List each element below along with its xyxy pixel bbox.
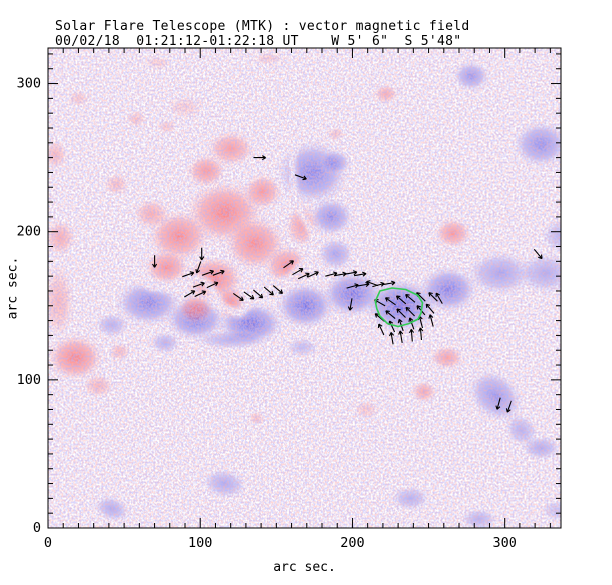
y-tick-label: 100 bbox=[17, 372, 41, 388]
vector-arrow bbox=[396, 308, 406, 318]
vector-arrow bbox=[385, 310, 396, 320]
vector-arrow bbox=[253, 289, 264, 299]
vector-arrow bbox=[425, 303, 435, 314]
vector-arrow bbox=[206, 281, 219, 289]
vector-arrow bbox=[201, 269, 215, 276]
vector-arrow bbox=[495, 397, 501, 410]
vector-arrow bbox=[408, 317, 415, 330]
vector-arrow bbox=[395, 295, 407, 305]
vector-arrow bbox=[344, 270, 358, 276]
vector-arrow bbox=[435, 292, 443, 304]
vector-arrow bbox=[382, 280, 396, 286]
noise-overlay-blue bbox=[48, 48, 561, 528]
vector-arrow bbox=[388, 332, 395, 345]
vector-layer bbox=[152, 155, 543, 413]
vector-arrow bbox=[283, 260, 295, 269]
vector-arrow bbox=[292, 268, 304, 276]
x-tick-label: 0 bbox=[44, 535, 52, 551]
vector-arrow bbox=[405, 293, 416, 303]
vector-arrow bbox=[194, 290, 207, 297]
vector-arrow bbox=[212, 269, 225, 276]
chart-subtitle: 00/02/18 01:21:12-01:22:18 UT W 5' 6" S … bbox=[55, 34, 462, 49]
x-axis-label: arc sec. bbox=[273, 560, 336, 575]
vector-arrow bbox=[428, 314, 434, 327]
vector-arrow bbox=[243, 291, 255, 300]
plot-frame bbox=[47, 47, 562, 529]
vector-arrow bbox=[192, 281, 205, 288]
vector-arrow bbox=[377, 323, 385, 336]
y-tick-label: 200 bbox=[17, 224, 41, 240]
x-tick-label: 100 bbox=[188, 535, 212, 551]
vector-arrow bbox=[253, 155, 266, 161]
vector-arrow bbox=[272, 285, 284, 294]
vector-arrow bbox=[428, 292, 438, 302]
vector-arrow bbox=[366, 280, 379, 287]
vector-arrow bbox=[418, 327, 424, 341]
vector-arrow bbox=[346, 283, 359, 289]
vector-arrow bbox=[533, 248, 543, 260]
y-tick-label: 300 bbox=[17, 76, 41, 92]
vector-arrow bbox=[182, 271, 195, 278]
vector-arrow bbox=[184, 290, 196, 298]
vector-arrow bbox=[195, 261, 202, 274]
vector-arrow bbox=[152, 255, 158, 268]
vector-arrow bbox=[263, 286, 274, 296]
noise-layer bbox=[48, 48, 561, 528]
vector-arrow bbox=[294, 174, 307, 181]
vector-arrow bbox=[409, 328, 415, 342]
vector-arrow bbox=[297, 272, 310, 280]
flare-contour bbox=[374, 287, 424, 328]
vector-arrow bbox=[505, 400, 512, 413]
vector-arrow bbox=[398, 330, 404, 343]
x-tick-label: 200 bbox=[340, 535, 364, 551]
vector-arrow bbox=[354, 271, 367, 277]
axes-layer: 0 100 200 300 0 100 200 300 bbox=[17, 47, 562, 551]
x-tick-label: 300 bbox=[492, 535, 516, 551]
vector-arrow bbox=[405, 306, 415, 317]
y-axis-label: arc sec. bbox=[5, 256, 21, 320]
vector-arrow bbox=[347, 298, 353, 311]
vector-arrow bbox=[232, 292, 244, 301]
vector-arrow bbox=[199, 247, 205, 261]
vector-arrow bbox=[384, 297, 396, 306]
chart-title: Solar Flare Telescope (MTK) : vector mag… bbox=[55, 19, 470, 34]
vector-arrow bbox=[307, 271, 319, 278]
y-tick-label: 0 bbox=[33, 520, 41, 536]
